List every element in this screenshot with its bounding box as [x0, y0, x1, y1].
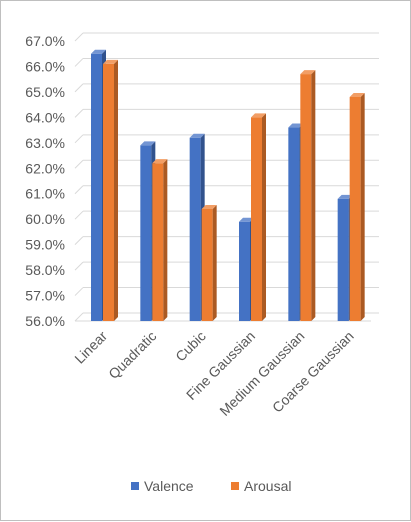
y-tick-label: 56.0%	[25, 313, 65, 329]
bar-top-valence-4	[288, 123, 304, 128]
x-tick-label: Linear	[71, 328, 110, 367]
legend: Valence Arousal	[131, 478, 291, 494]
bar-top-arousal-4	[300, 70, 316, 75]
y-tick-label: 62.0%	[25, 160, 65, 176]
bar-arousal-3	[251, 117, 262, 321]
bar-top-arousal-1	[152, 159, 168, 164]
bars	[91, 49, 365, 322]
gridline-slant	[74, 236, 84, 245]
gridline-slant	[74, 261, 84, 271]
bar-side-arousal-2	[212, 205, 217, 321]
bar-top-arousal-2	[201, 205, 217, 209]
gridline-slant	[74, 287, 84, 296]
bar-valence-4	[288, 127, 300, 321]
bar-top-valence-1	[140, 141, 156, 146]
bar-top-valence-0	[91, 49, 106, 54]
gridline-slant	[74, 109, 84, 118]
gridline-slant	[74, 83, 84, 93]
bar-side-arousal-5	[360, 93, 365, 321]
x-tick-label: Medium Gaussian	[216, 328, 307, 419]
x-tick-label: Cubic	[172, 328, 209, 365]
bar-top-valence-2	[189, 133, 205, 138]
gridline-slant	[74, 185, 84, 195]
bar-top-arousal-3	[251, 113, 266, 118]
bar-top-arousal-5	[349, 93, 365, 97]
bar-valence-2	[189, 137, 201, 321]
bar-arousal-2	[201, 209, 213, 321]
y-axis-ticks: 56.0% 57.0% 58.0% 59.0% 60.0% 61.0% 62.0% 63.0%…	[25, 33, 65, 329]
bar-valence-0	[91, 53, 102, 322]
bar-top-valence-5	[337, 194, 353, 199]
y-tick-label: 64.0%	[25, 109, 65, 125]
y-tick-label: 65.0%	[25, 84, 65, 100]
bar-valence-3	[239, 221, 250, 321]
bar-top-valence-3	[239, 217, 254, 222]
y-tick-label: 66.0%	[25, 58, 65, 74]
gridlines	[74, 32, 379, 322]
legend-label-arousal: Arousal	[244, 478, 291, 494]
y-tick-label: 58.0%	[25, 262, 65, 278]
y-tick-label: 59.0%	[25, 237, 65, 253]
y-tick-label: 57.0%	[25, 288, 65, 304]
gridline-slant	[74, 159, 84, 169]
bar-arousal-4	[300, 74, 312, 321]
bar-side-arousal-4	[311, 70, 316, 321]
bar-top-arousal-0	[103, 59, 118, 64]
y-tick-label: 60.0%	[25, 211, 65, 227]
y-tick-label: 61.0%	[25, 186, 65, 202]
gridline-slant	[74, 134, 84, 144]
legend-swatch-arousal	[231, 482, 239, 490]
gridline-slant	[74, 58, 84, 67]
bar-side-arousal-3	[262, 113, 266, 321]
bar-valence-5	[337, 198, 349, 321]
bar-arousal-5	[349, 97, 361, 321]
gridline-slant	[74, 32, 84, 42]
y-tick-label: 67.0%	[25, 33, 65, 49]
bar-side-arousal-1	[163, 159, 168, 321]
bar-side-arousal-0	[114, 59, 118, 322]
gridline-slant	[74, 312, 84, 322]
bar-arousal-1	[152, 163, 164, 321]
bar-arousal-0	[103, 63, 114, 322]
gridline-slant	[74, 210, 84, 220]
legend-swatch-valence	[131, 482, 139, 490]
y-tick-label: 63.0%	[25, 135, 65, 151]
x-tick-label: Quadratic	[105, 328, 159, 382]
legend-label-valence: Valence	[144, 478, 194, 494]
bar-valence-1	[140, 145, 152, 321]
